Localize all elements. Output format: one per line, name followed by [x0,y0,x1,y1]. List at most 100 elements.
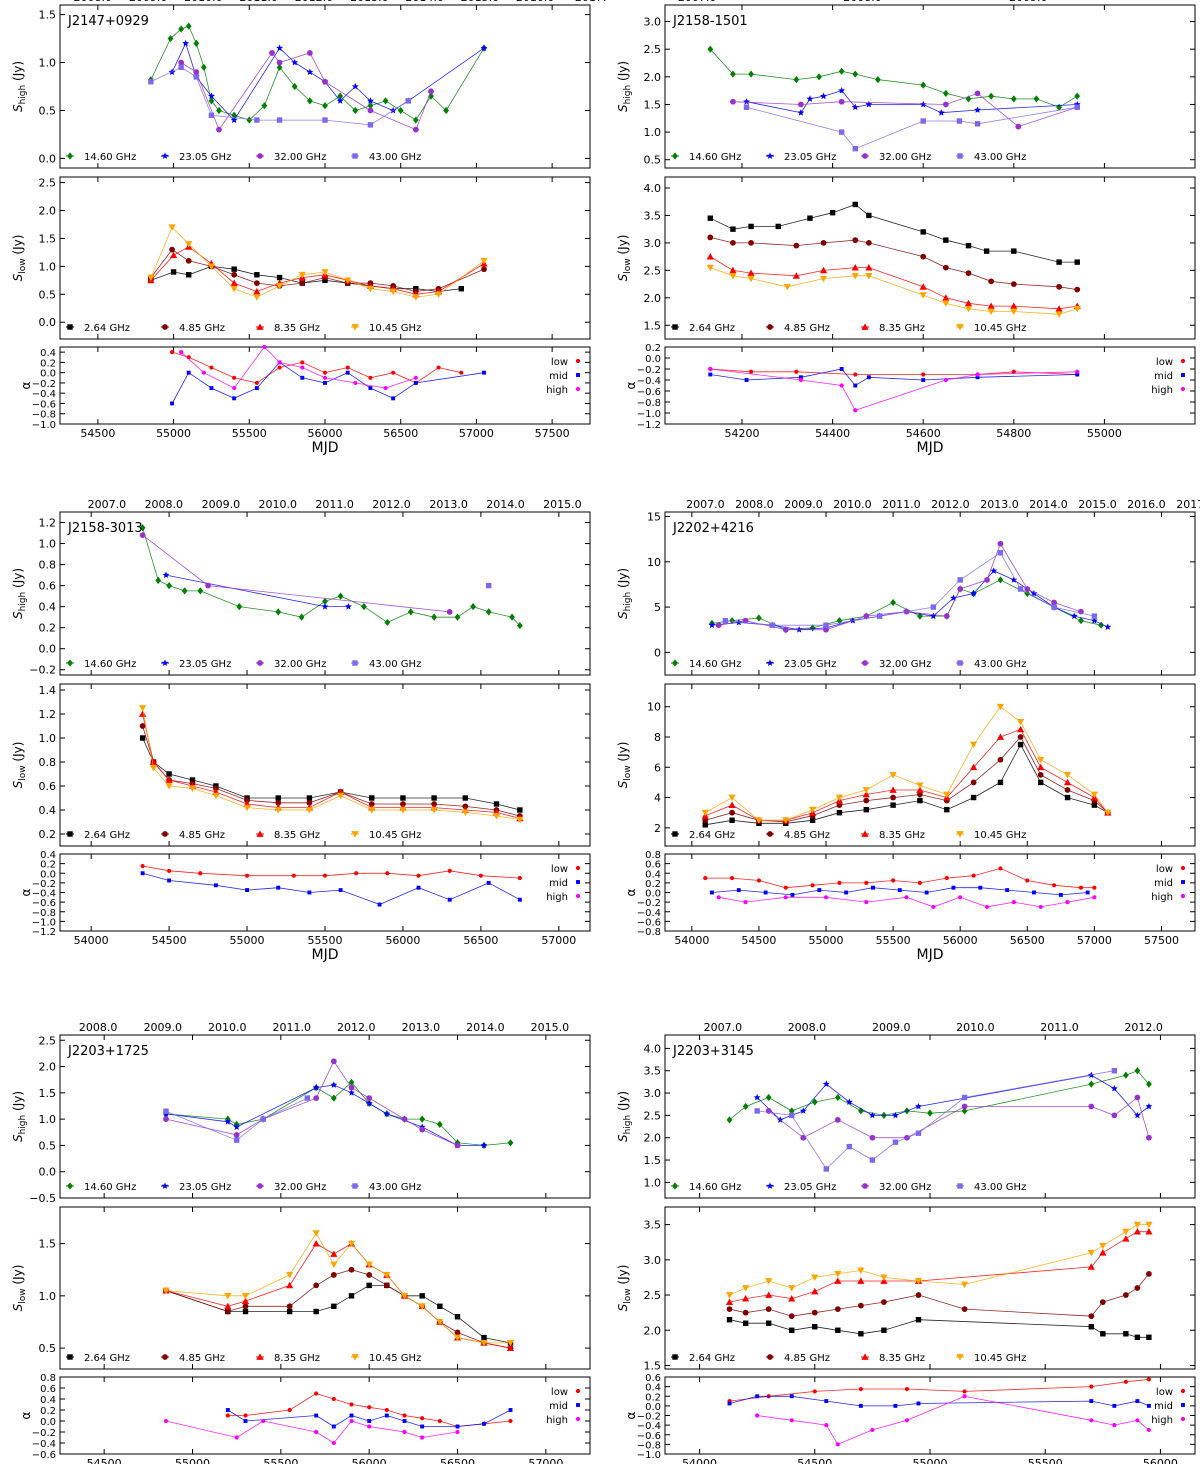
series-f2_64 [707,201,1080,265]
data-point [1122,1228,1130,1236]
y-tick-label: 0.0 [40,1417,56,1428]
y-axis-label: Slow (Jy) [11,235,28,282]
data-point [881,1327,887,1333]
x-tick-label: 54500 [797,1457,832,1464]
data-point [793,242,800,249]
x-tick-label: 57500 [535,427,570,440]
series-line [710,256,1078,310]
data-point [383,1272,391,1279]
x-tick-label: 55500 [308,934,343,947]
data-point [857,1277,865,1284]
legend-label: 32.00 GHz [274,152,326,163]
low-panel: 0.5 1.0 1.5 Slow (Jy) 2.64 GHz 4.85 GHz 8.35 G… [11,1206,591,1370]
data-point [140,863,145,869]
year-tick-label: 2013.0 [980,498,1019,511]
series-f2_64 [702,741,1111,828]
data-point [742,1285,750,1292]
series-line [729,1224,1149,1296]
x-tick-label: 57000 [541,934,576,947]
data-point [382,97,389,105]
legend-label: mid [549,1401,568,1412]
data-point [707,234,714,241]
series-line [142,713,520,819]
data-point [1100,1331,1106,1337]
legend-label: 4.85 GHz [784,830,830,841]
data-point [446,609,453,615]
data-point [412,116,419,124]
axes-frame [59,176,591,340]
legend-marker [351,324,359,331]
legend-marker [576,880,580,884]
data-point [961,1094,968,1101]
y-tick-label: 0.8 [39,559,57,572]
data-point [233,1132,240,1138]
data-point [286,1281,294,1289]
data-point [197,587,204,595]
data-point [917,612,923,620]
year-tick-label: 2007.0 [88,498,127,511]
series-line [710,48,1078,108]
x-tick-label: 55000 [156,427,191,440]
data-point [837,880,842,885]
x-tick-label: 55000 [230,934,265,947]
y-tick-label: −0.2 [32,379,56,390]
year-tick-label: 2010.0 [956,1021,995,1034]
series-f14_60 [163,1078,514,1150]
data-point [322,117,328,123]
data-point [447,868,452,873]
data-point [706,253,714,260]
y-tick-label: 3.5 [644,209,662,222]
data-point [920,229,926,235]
data-point [838,98,845,105]
data-point [1063,771,1072,779]
data-point [412,294,420,301]
data-point [974,106,981,113]
data-point [253,280,260,287]
data-point [964,299,973,307]
year-tick-label: 2007.0 [686,498,725,511]
data-point [811,1274,819,1282]
data-point [368,807,376,814]
data-point [789,1394,794,1399]
data-point [823,626,829,633]
year-tick-label: 2007.0 [678,0,717,4]
x-tick-label: 54500 [741,934,776,947]
y-tick-label: 1.5 [644,1359,662,1372]
data-point [322,375,328,380]
series-f23_05 [162,571,352,610]
y-tick-label: 0.2 [39,828,57,841]
data-point [742,1320,749,1326]
data-point [904,895,909,900]
data-point [1145,1228,1153,1235]
series-line [725,552,1095,626]
data-point [330,1261,338,1269]
year-tick-label: 2013.0 [429,498,468,511]
data-point [1135,1418,1140,1423]
data-point [455,1424,460,1429]
x-tick-label: 56000 [308,427,343,440]
y-tick-label: −0.6 [637,387,661,398]
x-tick-label: 56000 [1143,1457,1178,1464]
legend-label: high [546,1415,568,1426]
data-point [797,109,805,116]
data-point [974,121,981,127]
year-tick-label: 2009.0 [129,0,168,4]
series-line [180,346,417,389]
data-point [338,888,343,893]
data-point [368,375,373,380]
data-point [1010,302,1018,309]
data-point [349,1418,354,1424]
data-point [224,1118,232,1125]
high-legend: 14.60 GHz 23.05 GHz 32.00 GHz 43.00 GHz [671,659,1026,670]
high-legend: 14.60 GHz 23.05 GHz 32.00 GHz 43.00 GHz [66,659,421,670]
y-tick-label: 0.2 [40,358,56,369]
data-point [276,63,283,71]
y-tick-label: 0 [654,646,661,659]
data-point [1038,904,1043,910]
data-point [478,873,483,878]
year-tick-label: 2015.0 [531,1021,570,1034]
x-tick-label: 55000 [913,1457,948,1464]
data-point [1074,259,1080,265]
data-point [1051,604,1057,610]
data-point [508,1408,513,1412]
